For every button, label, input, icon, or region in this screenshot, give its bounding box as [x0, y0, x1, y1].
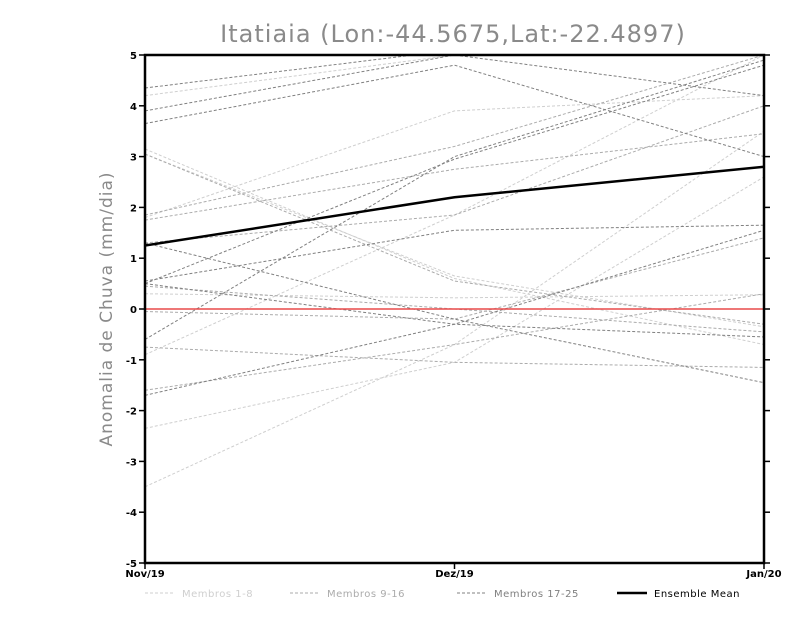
member-series-line — [145, 293, 764, 391]
y-tick-label: 3 — [130, 153, 137, 164]
member-series-line — [145, 176, 764, 429]
y-tick-label: -2 — [126, 407, 137, 418]
ensemble-mean-line — [145, 165, 764, 247]
member-series-line — [145, 59, 764, 340]
chart-title: Itatiaia (Lon:-44.5675,Lat:-22.4897) — [220, 20, 686, 48]
y-tick-label: 5 — [130, 51, 137, 62]
x-tick-label: Nov/19 — [125, 569, 164, 580]
y-tick-label: 2 — [130, 203, 137, 214]
member-series-line — [145, 55, 764, 356]
member-series-line — [145, 64, 764, 158]
member-series-line — [145, 105, 764, 244]
member-series-line — [145, 346, 764, 368]
member-series-line — [145, 293, 764, 299]
legend-label: Membros 17-25 — [494, 589, 579, 600]
legend-label: Ensemble Mean — [654, 589, 740, 600]
y-tick-label: -3 — [126, 457, 137, 468]
y-tick-label: 0 — [130, 305, 137, 316]
legend-label: Membros 1-8 — [182, 589, 253, 600]
x-tick-label: Dez/19 — [435, 569, 474, 580]
member-series-line — [145, 283, 764, 338]
y-axis-label: Anomalia de Chuva (mm/dia) — [97, 171, 117, 446]
member-series-line — [145, 64, 764, 285]
x-tick-label: Jan/20 — [745, 569, 781, 580]
legend-label: Membros 9-16 — [327, 589, 405, 600]
member-series-line — [145, 148, 764, 346]
y-axis: -5 -4 -3 -2 -1 0 1 2 3 4 5 — [126, 51, 770, 570]
x-axis: Nov/19 Dez/19 Jan/20 — [125, 563, 782, 580]
member-series-line — [145, 133, 764, 221]
member-series-line — [145, 224, 764, 282]
member-series-line — [145, 153, 764, 328]
plot-area — [145, 55, 764, 488]
y-tick-label: -1 — [126, 356, 137, 367]
member-series-line — [145, 55, 764, 112]
member-series-line — [145, 237, 764, 320]
y-tick-label: 4 — [130, 102, 137, 113]
y-tick-label: -5 — [126, 559, 137, 570]
member-series-line — [145, 153, 764, 325]
member-series-line — [145, 55, 764, 216]
member-series-line — [145, 242, 764, 384]
y-tick-label: 1 — [130, 254, 137, 265]
legend: Membros 1-8 Membros 9-16 Membros 17-25 Ense… — [145, 589, 740, 600]
member-series-line — [145, 95, 764, 219]
y-tick-label: -4 — [126, 508, 137, 519]
